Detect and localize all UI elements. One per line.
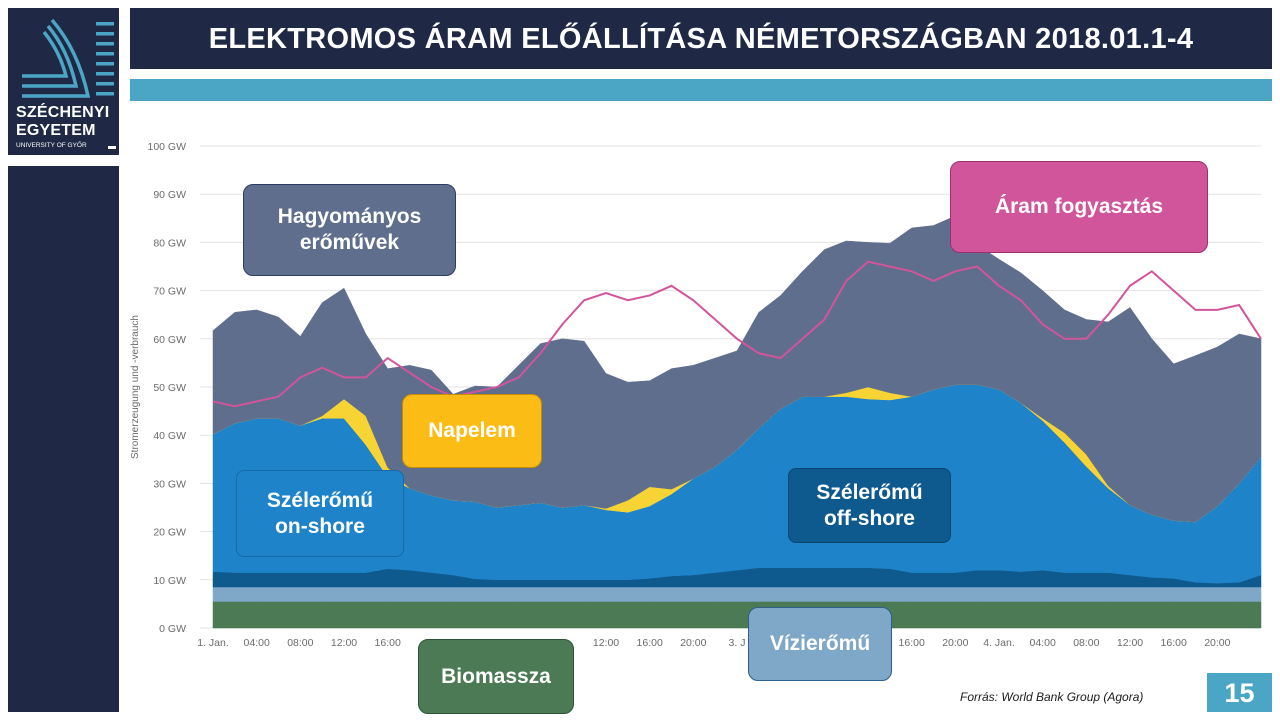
source-note: Forrás: World Bank Group (Agora) bbox=[960, 690, 1144, 704]
y-tick-label: 0 GW bbox=[159, 623, 186, 635]
x-tick-label: 1. Jan. bbox=[197, 637, 229, 649]
label-biomass: Biomassza bbox=[418, 639, 574, 714]
y-tick-label: 90 GW bbox=[153, 189, 186, 201]
x-tick-label: 20:00 bbox=[680, 637, 706, 649]
accent-bar bbox=[130, 79, 1272, 101]
label-wind-onshore: Szélerőmű on-shore bbox=[236, 470, 404, 557]
x-tick-label: 12:00 bbox=[331, 637, 357, 649]
y-tick-label: 60 GW bbox=[153, 334, 186, 346]
logo-dash bbox=[108, 146, 116, 149]
university-logo: SZÉCHENYI EGYETEM UNIVERSITY OF GYŐR bbox=[8, 8, 119, 155]
label-solar: Napelem bbox=[402, 394, 542, 468]
y-tick-label: 30 GW bbox=[153, 478, 186, 490]
y-tick-label: 20 GW bbox=[153, 527, 186, 539]
x-tick-label: 04:00 bbox=[1030, 637, 1056, 649]
x-tick-label: 12:00 bbox=[1117, 637, 1143, 649]
y-tick-label: 80 GW bbox=[153, 237, 186, 249]
area-biomassza bbox=[212, 601, 1262, 629]
x-tick-label: 12:00 bbox=[593, 637, 619, 649]
y-tick-label: 10 GW bbox=[153, 575, 186, 587]
x-tick-label: 08:00 bbox=[287, 637, 313, 649]
x-tick-label: 20:00 bbox=[942, 637, 968, 649]
page-title: ELEKTROMOS ÁRAM ELŐÁLLÍTÁSA NÉMETORSZÁGB… bbox=[208, 23, 1194, 55]
y-tick-label: 100 GW bbox=[147, 141, 186, 153]
logo-name-line2: EGYETEM bbox=[16, 122, 96, 139]
y-tick-label: 70 GW bbox=[153, 286, 186, 298]
logo-name-line1: SZÉCHENYI bbox=[16, 104, 110, 121]
label-consumption: Áram fogyasztás bbox=[950, 161, 1208, 253]
x-tick-label: 4. Jan. bbox=[983, 637, 1015, 649]
x-tick-label: 3. J bbox=[729, 637, 746, 649]
y-axis-label: Stromerzeugung und -verbrauch bbox=[130, 315, 141, 459]
x-tick-label: 20:00 bbox=[1204, 637, 1230, 649]
x-tick-label: 16:00 bbox=[1161, 637, 1187, 649]
logo-subtitle: UNIVERSITY OF GYŐR bbox=[16, 142, 87, 149]
y-tick-label: 50 GW bbox=[153, 382, 186, 394]
page-number: 15 bbox=[1207, 673, 1272, 712]
label-hydro: Vízierőmű bbox=[748, 607, 892, 681]
x-tick-label: 08:00 bbox=[1073, 637, 1099, 649]
x-tick-label: 16:00 bbox=[899, 637, 925, 649]
y-tick-label: 40 GW bbox=[153, 430, 186, 442]
title-bar: ELEKTROMOS ÁRAM ELŐÁLLÍTÁSA NÉMETORSZÁGB… bbox=[130, 8, 1272, 69]
logo-arcs-icon bbox=[22, 18, 114, 98]
x-tick-label: 16:00 bbox=[375, 637, 401, 649]
label-wind-offshore: Szélerőmű off-shore bbox=[788, 468, 951, 543]
label-conventional: Hagyományos erőművek bbox=[243, 184, 456, 276]
consumption-line bbox=[212, 260, 1262, 408]
sidebar-panel bbox=[8, 166, 119, 712]
x-tick-label: 04:00 bbox=[244, 637, 270, 649]
area-v-zier-m- bbox=[212, 586, 1262, 602]
x-tick-label: 16:00 bbox=[637, 637, 663, 649]
